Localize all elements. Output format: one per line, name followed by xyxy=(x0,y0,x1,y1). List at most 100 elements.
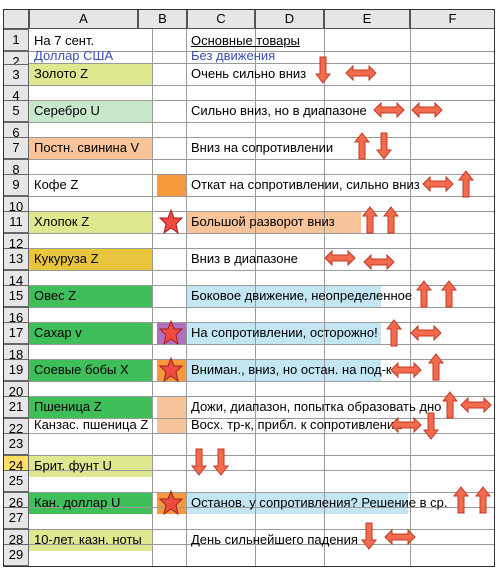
arrow-up-icon xyxy=(354,132,370,160)
cell-a22[interactable]: Канзас. пшеница Z xyxy=(34,417,149,432)
gridline xyxy=(29,211,495,212)
row-header[interactable]: 29 xyxy=(3,544,29,566)
gridline xyxy=(324,29,325,567)
arrow-up-icon xyxy=(475,486,491,514)
arrow-up-icon xyxy=(416,280,432,308)
cell-c21[interactable]: Дожи, диапазон, попытка образовать дно xyxy=(191,399,442,414)
cell-c13[interactable]: Вниз в диапазоне xyxy=(191,251,298,266)
arrow-left-right-icon xyxy=(345,65,377,81)
gridline xyxy=(29,196,495,197)
gridline xyxy=(29,470,495,471)
cell-a2[interactable]: Доллар США xyxy=(34,48,114,63)
row-header[interactable]: 23 xyxy=(3,433,29,455)
arrow-up-icon xyxy=(453,486,469,514)
cell-bg xyxy=(29,211,152,233)
cell-a19[interactable]: Соевые бобы X xyxy=(34,362,129,377)
star-icon xyxy=(159,490,183,515)
cell-bg xyxy=(29,322,152,344)
cell-a24[interactable]: Брит. фунт U xyxy=(34,458,112,473)
row-header[interactable]: 17 xyxy=(3,322,29,344)
row-header[interactable]: 27 xyxy=(3,507,29,529)
row-header[interactable]: 1 xyxy=(3,29,29,51)
cell-a1[interactable]: На 7 сент. xyxy=(34,33,95,48)
cell-bg xyxy=(157,174,186,196)
arrow-down-icon xyxy=(315,56,331,84)
arrow-down-icon xyxy=(191,448,207,476)
cell-a26[interactable]: Кан. доллар U xyxy=(34,495,121,510)
gridline xyxy=(29,270,495,271)
arrow-left-right-icon xyxy=(410,325,442,341)
gridline xyxy=(29,359,495,360)
cell-a21[interactable]: Пшеница Z xyxy=(34,399,102,414)
cell-c15[interactable]: Боковое движение, неопределенное xyxy=(191,288,413,303)
cell-a11[interactable]: Хлопок Z xyxy=(34,214,90,229)
cell-bg xyxy=(29,455,152,477)
row-header[interactable]: 9 xyxy=(3,174,29,196)
gridline xyxy=(29,344,495,345)
cell-c17[interactable]: На сопротивлении, осторожно! xyxy=(191,325,378,340)
cell-bg xyxy=(186,322,381,344)
gridline xyxy=(29,85,495,86)
arrow-left-right-icon xyxy=(422,176,454,192)
cell-c11[interactable]: Большой разворот вниз xyxy=(191,214,335,229)
arrow-up-icon xyxy=(441,280,457,308)
cell-bg xyxy=(29,63,152,85)
gridline xyxy=(29,396,495,397)
cell-a13[interactable]: Кукуруза Z xyxy=(34,251,99,266)
arrow-left-right-icon xyxy=(384,529,416,545)
arrow-up-icon xyxy=(386,319,402,347)
cell-c26[interactable]: Останов. у сопротивления? Решение в ср. xyxy=(191,495,448,510)
cell-c3[interactable]: Очень сильно вниз xyxy=(191,66,307,81)
cell-c9[interactable]: Откат на сопротивлении, сильно вниз xyxy=(191,177,420,192)
arrow-up-icon xyxy=(362,206,378,234)
cell-bg xyxy=(29,100,152,122)
arrow-up-icon xyxy=(428,353,444,381)
gridline xyxy=(29,544,495,545)
row-header[interactable]: 13 xyxy=(3,248,29,270)
row-header[interactable]: 21 xyxy=(3,396,29,418)
cell-a9[interactable]: Кофе Z xyxy=(34,177,79,192)
arrow-down-icon xyxy=(213,448,229,476)
cell-bg xyxy=(29,529,152,551)
cell-bg xyxy=(186,492,408,514)
arrow-left-right-icon xyxy=(363,254,395,270)
cell-c2[interactable]: Без движения xyxy=(191,48,276,63)
arrow-left-right-icon xyxy=(411,102,443,118)
arrow-up-icon xyxy=(383,206,399,234)
arrow-left-right-icon xyxy=(460,397,492,413)
gridline xyxy=(29,433,495,434)
cell-a28[interactable]: 10-лет. казн. ноты xyxy=(34,532,142,547)
cell-c19[interactable]: Вниман., вниз, но остан. на под-ке xyxy=(191,362,399,377)
gridline xyxy=(29,233,495,234)
gridline xyxy=(29,307,495,308)
cell-c22[interactable]: Восх. тр-к, прибл. к сопротивлению xyxy=(191,417,404,432)
cell-bg xyxy=(29,396,152,418)
gridline xyxy=(29,381,495,382)
star-icon xyxy=(159,320,183,345)
cell-bg xyxy=(29,137,152,159)
cell-a5[interactable]: Серебро U xyxy=(34,103,100,118)
gridline xyxy=(29,122,495,123)
cell-bg xyxy=(29,359,152,381)
gridline xyxy=(29,137,495,138)
cell-bg xyxy=(29,492,152,514)
cell-a15[interactable]: Овес Z xyxy=(34,288,77,303)
cell-c7[interactable]: Вниз на сопротивлении xyxy=(191,140,334,155)
arrow-left-right-icon xyxy=(373,102,405,118)
cell-c1[interactable]: Основные товары xyxy=(191,33,300,48)
cell-bg xyxy=(186,285,381,307)
arrow-down-icon xyxy=(423,412,439,440)
cell-bg xyxy=(157,396,186,418)
arrow-left-right-icon xyxy=(390,362,422,378)
gridline xyxy=(29,285,495,286)
gridline xyxy=(29,100,495,101)
arrow-up-icon xyxy=(458,170,474,198)
cell-a3[interactable]: Золото Z xyxy=(34,66,89,81)
cell-a17[interactable]: Сахар v xyxy=(34,325,82,340)
cell-c28[interactable]: День сильнейшего падения xyxy=(191,532,358,547)
gridline xyxy=(29,507,495,508)
cell-a7[interactable]: Постн. свинина V xyxy=(34,140,140,155)
arrow-left-right-icon xyxy=(324,250,356,266)
cell-c5[interactable]: Сильно вниз, но в диапазоне xyxy=(191,103,367,118)
